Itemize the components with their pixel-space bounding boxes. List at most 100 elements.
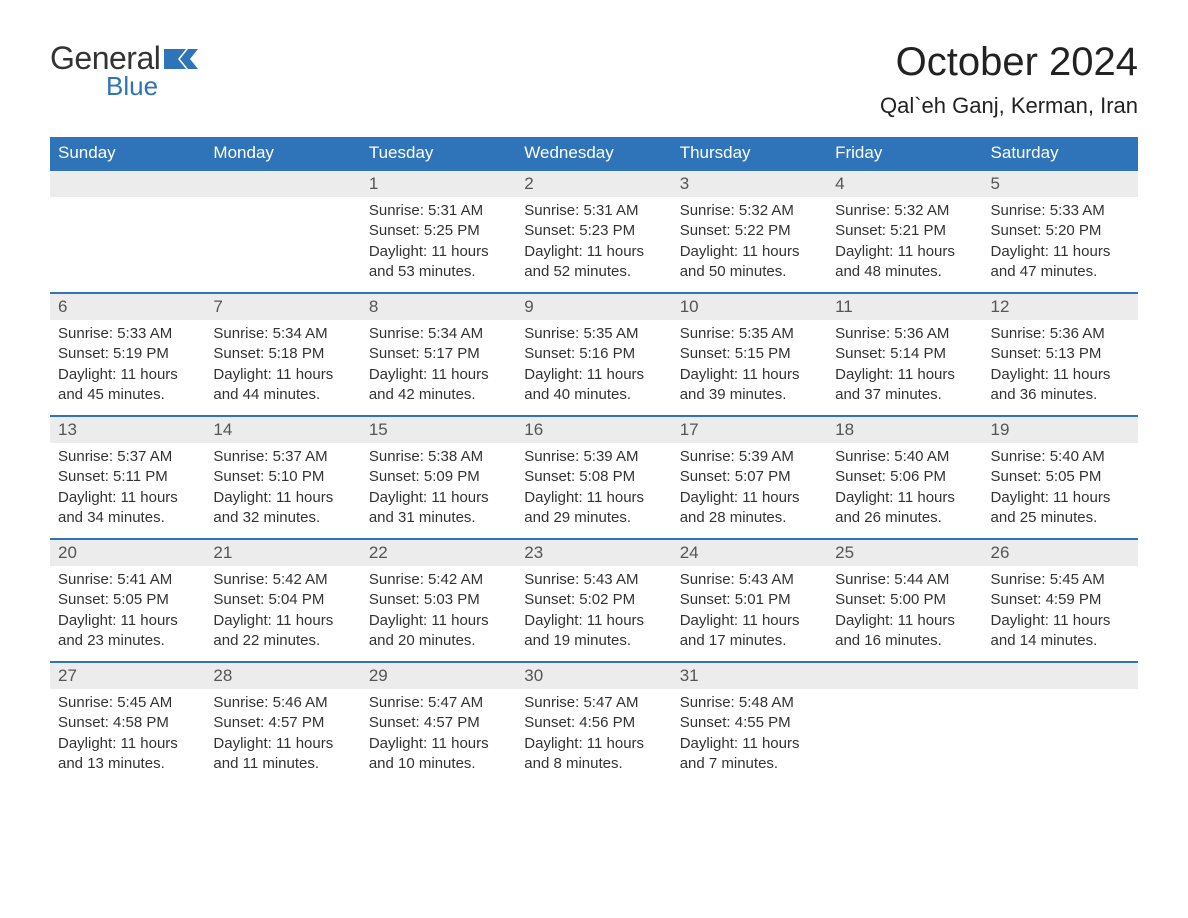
calendar-cell: 9Sunrise: 5:35 AMSunset: 5:16 PMDaylight… <box>516 293 671 416</box>
daylight-line: Daylight: 11 hours and 50 minutes. <box>680 242 819 283</box>
day-number: 21 <box>205 540 360 566</box>
sunset-line: Sunset: 5:01 PM <box>680 590 819 610</box>
day-details: Sunrise: 5:39 AMSunset: 5:07 PMDaylight:… <box>672 443 827 538</box>
calendar-week: 6Sunrise: 5:33 AMSunset: 5:19 PMDaylight… <box>50 293 1138 416</box>
daylight-line: Daylight: 11 hours and 39 minutes. <box>680 365 819 406</box>
sunrise-line: Sunrise: 5:43 AM <box>524 570 663 590</box>
day-number: 3 <box>672 171 827 197</box>
day-number: 10 <box>672 294 827 320</box>
day-number: 25 <box>827 540 982 566</box>
day-details: Sunrise: 5:45 AMSunset: 4:58 PMDaylight:… <box>50 689 205 784</box>
daylight-line: Daylight: 11 hours and 48 minutes. <box>835 242 974 283</box>
daylight-line: Daylight: 11 hours and 52 minutes. <box>524 242 663 283</box>
day-number: 17 <box>672 417 827 443</box>
daylight-line: Daylight: 11 hours and 13 minutes. <box>58 734 197 775</box>
daylight-line: Daylight: 11 hours and 31 minutes. <box>369 488 508 529</box>
sunrise-line: Sunrise: 5:44 AM <box>835 570 974 590</box>
sunrise-line: Sunrise: 5:45 AM <box>58 693 197 713</box>
daylight-line: Daylight: 11 hours and 10 minutes. <box>369 734 508 775</box>
calendar-cell: 23Sunrise: 5:43 AMSunset: 5:02 PMDayligh… <box>516 539 671 662</box>
daylight-line: Daylight: 11 hours and 34 minutes. <box>58 488 197 529</box>
calendar-cell: 7Sunrise: 5:34 AMSunset: 5:18 PMDaylight… <box>205 293 360 416</box>
daylight-line: Daylight: 11 hours and 25 minutes. <box>991 488 1130 529</box>
calendar-cell: 2Sunrise: 5:31 AMSunset: 5:23 PMDaylight… <box>516 170 671 293</box>
day-number: 1 <box>361 171 516 197</box>
calendar-cell: 21Sunrise: 5:42 AMSunset: 5:04 PMDayligh… <box>205 539 360 662</box>
day-number: 13 <box>50 417 205 443</box>
sunset-line: Sunset: 5:03 PM <box>369 590 508 610</box>
sunset-line: Sunset: 5:00 PM <box>835 590 974 610</box>
sunset-line: Sunset: 4:58 PM <box>58 713 197 733</box>
sunrise-line: Sunrise: 5:32 AM <box>835 201 974 221</box>
daylight-line: Daylight: 11 hours and 26 minutes. <box>835 488 974 529</box>
day-details: Sunrise: 5:36 AMSunset: 5:13 PMDaylight:… <box>983 320 1138 415</box>
sunset-line: Sunset: 5:10 PM <box>213 467 352 487</box>
calendar-cell: 8Sunrise: 5:34 AMSunset: 5:17 PMDaylight… <box>361 293 516 416</box>
calendar-week: 27Sunrise: 5:45 AMSunset: 4:58 PMDayligh… <box>50 662 1138 784</box>
daylight-line: Daylight: 11 hours and 36 minutes. <box>991 365 1130 406</box>
day-details: Sunrise: 5:37 AMSunset: 5:10 PMDaylight:… <box>205 443 360 538</box>
sunrise-line: Sunrise: 5:47 AM <box>524 693 663 713</box>
daylight-line: Daylight: 11 hours and 28 minutes. <box>680 488 819 529</box>
sunset-line: Sunset: 5:19 PM <box>58 344 197 364</box>
sunset-line: Sunset: 5:15 PM <box>680 344 819 364</box>
calendar-cell: 28Sunrise: 5:46 AMSunset: 4:57 PMDayligh… <box>205 662 360 784</box>
day-details: Sunrise: 5:31 AMSunset: 5:23 PMDaylight:… <box>516 197 671 292</box>
sunrise-line: Sunrise: 5:40 AM <box>991 447 1130 467</box>
calendar-cell: 30Sunrise: 5:47 AMSunset: 4:56 PMDayligh… <box>516 662 671 784</box>
calendar-cell: 24Sunrise: 5:43 AMSunset: 5:01 PMDayligh… <box>672 539 827 662</box>
calendar-cell: 11Sunrise: 5:36 AMSunset: 5:14 PMDayligh… <box>827 293 982 416</box>
sunrise-line: Sunrise: 5:37 AM <box>213 447 352 467</box>
day-details: Sunrise: 5:40 AMSunset: 5:06 PMDaylight:… <box>827 443 982 538</box>
sunset-line: Sunset: 5:05 PM <box>991 467 1130 487</box>
location: Qal`eh Ganj, Kerman, Iran <box>880 93 1138 119</box>
day-number: 26 <box>983 540 1138 566</box>
calendar-cell <box>983 662 1138 784</box>
daylight-line: Daylight: 11 hours and 44 minutes. <box>213 365 352 406</box>
calendar-cell: 16Sunrise: 5:39 AMSunset: 5:08 PMDayligh… <box>516 416 671 539</box>
day-number: 8 <box>361 294 516 320</box>
sunset-line: Sunset: 5:13 PM <box>991 344 1130 364</box>
day-number: 31 <box>672 663 827 689</box>
title-block: October 2024 Qal`eh Ganj, Kerman, Iran <box>880 40 1138 119</box>
logo-word-blue: Blue <box>106 71 158 102</box>
sunset-line: Sunset: 5:20 PM <box>991 221 1130 241</box>
day-number: 23 <box>516 540 671 566</box>
day-details: Sunrise: 5:41 AMSunset: 5:05 PMDaylight:… <box>50 566 205 661</box>
sunrise-line: Sunrise: 5:45 AM <box>991 570 1130 590</box>
sunset-line: Sunset: 4:59 PM <box>991 590 1130 610</box>
day-number: 7 <box>205 294 360 320</box>
day-number: 28 <box>205 663 360 689</box>
day-number: 11 <box>827 294 982 320</box>
day-number: 22 <box>361 540 516 566</box>
day-number: 9 <box>516 294 671 320</box>
dow-header: Monday <box>205 137 360 170</box>
day-number: 5 <box>983 171 1138 197</box>
day-details: Sunrise: 5:48 AMSunset: 4:55 PMDaylight:… <box>672 689 827 784</box>
calendar-cell: 26Sunrise: 5:45 AMSunset: 4:59 PMDayligh… <box>983 539 1138 662</box>
day-details: Sunrise: 5:36 AMSunset: 5:14 PMDaylight:… <box>827 320 982 415</box>
day-number <box>50 171 205 197</box>
day-details: Sunrise: 5:35 AMSunset: 5:16 PMDaylight:… <box>516 320 671 415</box>
day-details: Sunrise: 5:33 AMSunset: 5:20 PMDaylight:… <box>983 197 1138 292</box>
daylight-line: Daylight: 11 hours and 8 minutes. <box>524 734 663 775</box>
calendar-cell: 12Sunrise: 5:36 AMSunset: 5:13 PMDayligh… <box>983 293 1138 416</box>
sunset-line: Sunset: 5:02 PM <box>524 590 663 610</box>
sunrise-line: Sunrise: 5:41 AM <box>58 570 197 590</box>
day-number: 19 <box>983 417 1138 443</box>
day-details: Sunrise: 5:34 AMSunset: 5:18 PMDaylight:… <box>205 320 360 415</box>
calendar-table: SundayMondayTuesdayWednesdayThursdayFrid… <box>50 137 1138 784</box>
sunset-line: Sunset: 5:21 PM <box>835 221 974 241</box>
dow-header: Thursday <box>672 137 827 170</box>
day-details: Sunrise: 5:39 AMSunset: 5:08 PMDaylight:… <box>516 443 671 538</box>
day-number: 12 <box>983 294 1138 320</box>
calendar-cell: 29Sunrise: 5:47 AMSunset: 4:57 PMDayligh… <box>361 662 516 784</box>
day-number <box>205 171 360 197</box>
daylight-line: Daylight: 11 hours and 29 minutes. <box>524 488 663 529</box>
sunset-line: Sunset: 4:56 PM <box>524 713 663 733</box>
day-details: Sunrise: 5:35 AMSunset: 5:15 PMDaylight:… <box>672 320 827 415</box>
sunset-line: Sunset: 4:57 PM <box>213 713 352 733</box>
dow-header: Wednesday <box>516 137 671 170</box>
day-details: Sunrise: 5:34 AMSunset: 5:17 PMDaylight:… <box>361 320 516 415</box>
sunrise-line: Sunrise: 5:38 AM <box>369 447 508 467</box>
